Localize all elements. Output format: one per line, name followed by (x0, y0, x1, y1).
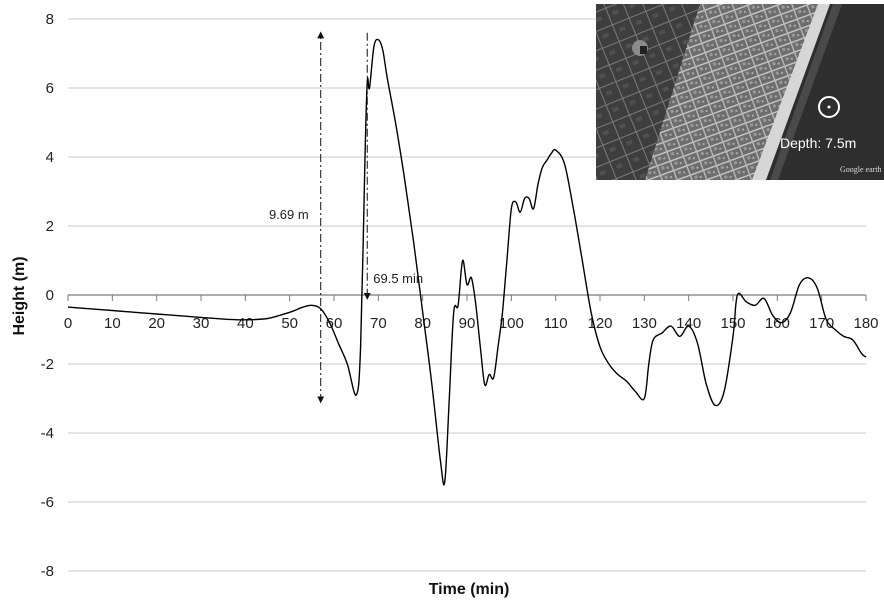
y-tick-label-4: 4 (46, 149, 54, 166)
y-tick-label-8: 8 (46, 11, 54, 28)
x-axis-title: Time (min) (429, 581, 510, 598)
x-tick-label-170: 170 (809, 315, 834, 332)
x-tick-label-180: 180 (853, 315, 878, 332)
annotation-label-1: 69.5 min (373, 271, 423, 286)
x-tick-label-100: 100 (499, 315, 524, 332)
x-tick-label-0: 0 (64, 315, 72, 332)
x-tick-label-130: 130 (632, 315, 657, 332)
y-tick-label-2: 2 (46, 218, 54, 235)
x-tick-label-20: 20 (148, 315, 165, 332)
x-tick-label-120: 120 (587, 315, 612, 332)
x-tick-label-90: 90 (459, 315, 476, 332)
series-line-0 (67, 38, 867, 486)
annotation-label-0: 9.69 m (269, 207, 309, 222)
annotations: 9.69 m 69.5 min (269, 31, 423, 404)
series-group (67, 38, 867, 486)
x-tick-label-70: 70 (370, 315, 387, 332)
y-tick-label--6: -6 (41, 494, 54, 511)
x-tick-label-40: 40 (237, 315, 254, 332)
x-axis (67, 294, 867, 301)
x-tick-label-30: 30 (193, 315, 210, 332)
x-tick-label-10: 10 (104, 315, 121, 332)
x-tick-label-160: 160 (765, 315, 790, 332)
x-tick-label-150: 150 (720, 315, 745, 332)
y-axis-title: Height (m) (11, 256, 28, 335)
y-tick-label--8: -8 (41, 563, 54, 580)
inset-depth-label: Depth: 7.5m (780, 135, 856, 151)
x-tick-labels: 0 10 20 30 40 50 60 70 80 90 100 110 120 130 140 150 160… (64, 315, 879, 332)
x-tick-label-80: 80 (414, 315, 431, 332)
x-tick-label-60: 60 (326, 315, 343, 332)
y-tick-label--2: -2 (41, 356, 54, 373)
x-tick-label-110: 110 (544, 315, 568, 332)
y-tick-label-6: 6 (46, 80, 54, 97)
y-tick-label--4: -4 (41, 425, 54, 442)
y-tick-labels: -8 -6 -4 -2 0 2 4 6 8 (41, 11, 54, 580)
y-tick-label-0: 0 (46, 287, 54, 304)
x-tick-label-50: 50 (281, 315, 298, 332)
inset-watermark: Google earth (840, 165, 882, 174)
inset-satellite-image: Depth: 7.5m Google earth (596, 4, 884, 180)
x-tick-label-140: 140 (676, 315, 701, 332)
